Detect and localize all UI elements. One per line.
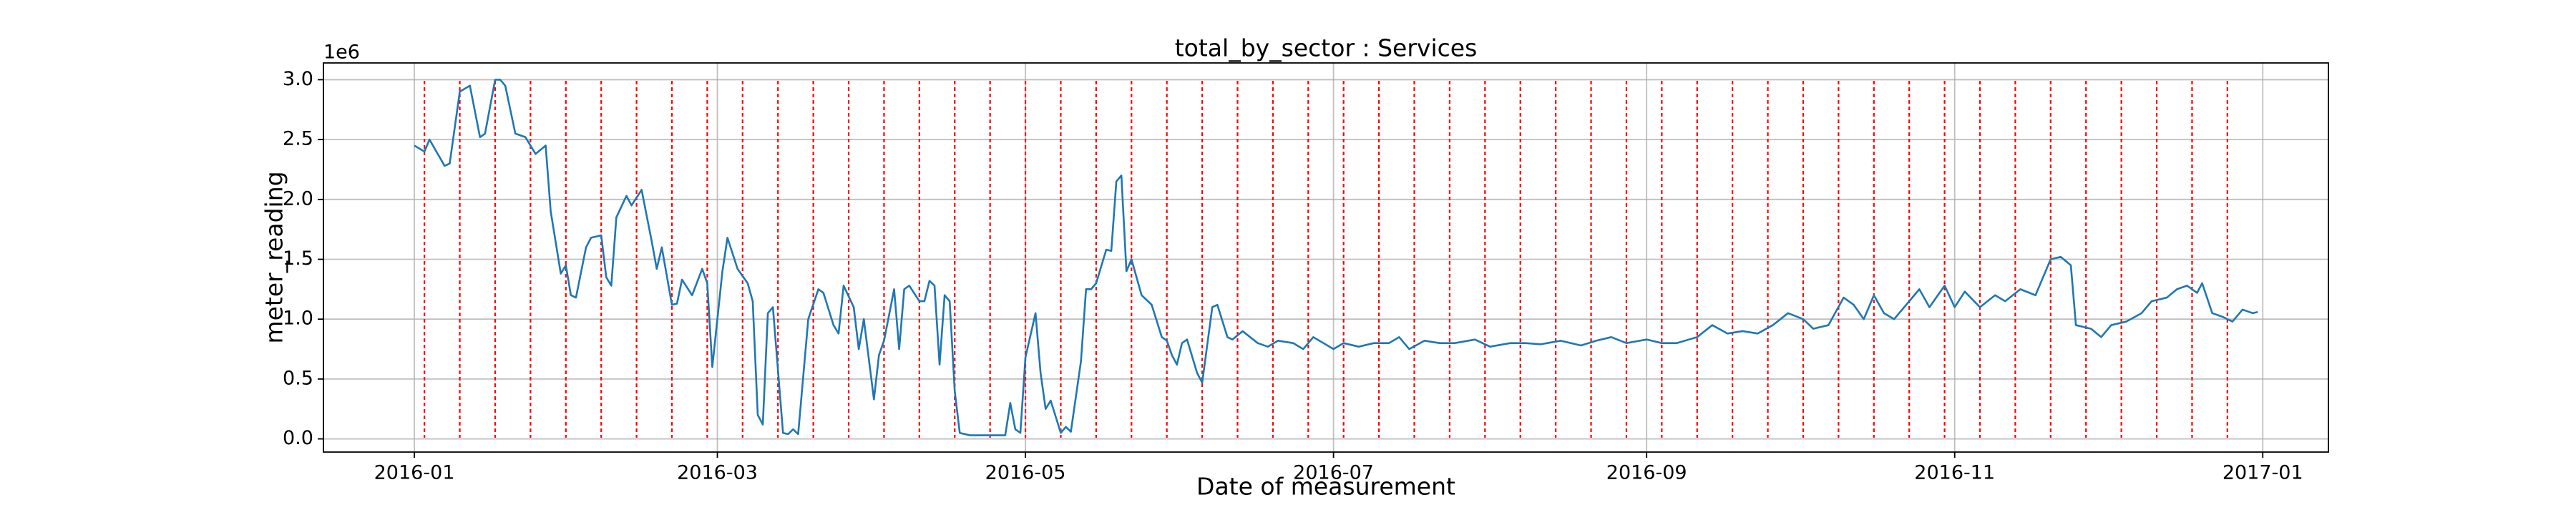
- chart-title: total_by_sector : Services: [1175, 34, 1478, 62]
- y-tick-label: 1.5: [283, 247, 313, 270]
- x-tick-label: 2016-11: [1914, 462, 1995, 484]
- y-tick-label: 0.0: [283, 427, 313, 449]
- y-tick-label: 0.5: [283, 367, 313, 389]
- x-tick-label: 2016-09: [1606, 462, 1687, 484]
- y-tick-label: 1.0: [283, 308, 313, 330]
- x-tick-label: 2016-07: [1293, 462, 1374, 484]
- y-tick-label: 2.5: [283, 128, 313, 150]
- y-axis-label: meter_reading: [260, 171, 288, 343]
- x-tick-label: 2016-03: [677, 462, 758, 484]
- series-line: [414, 79, 2258, 436]
- x-tick-label: 2016-01: [374, 462, 455, 484]
- y-tick-label: 3.0: [283, 68, 313, 90]
- y-tick-label: 2.0: [283, 187, 313, 210]
- y-offset-label: 1e6: [323, 41, 360, 64]
- x-tick-label: 2017-01: [2223, 462, 2303, 484]
- x-tick-label: 2016-05: [985, 462, 1066, 484]
- plot-frame: [323, 62, 2329, 453]
- x-axis-label: Date of measurement: [1196, 473, 1455, 501]
